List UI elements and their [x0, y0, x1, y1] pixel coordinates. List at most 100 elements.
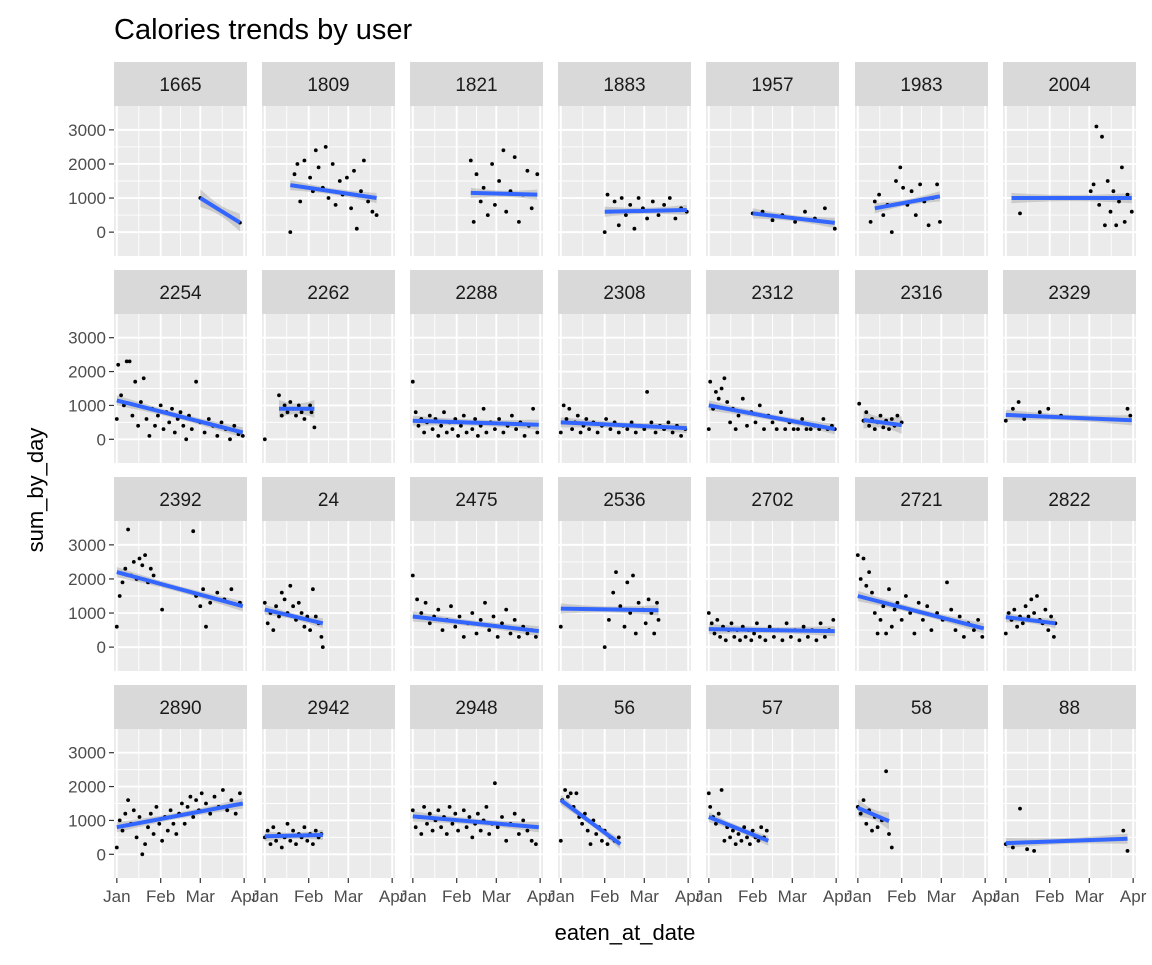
data-point — [566, 794, 570, 799]
data-point — [141, 376, 146, 381]
trend-line — [559, 798, 622, 846]
data-point — [916, 600, 921, 605]
x-tick-label: Mar — [482, 887, 512, 906]
data-point — [567, 406, 572, 411]
data-point — [262, 600, 267, 605]
data-point — [867, 570, 871, 574]
data-point — [1046, 406, 1051, 411]
data-point — [764, 828, 769, 833]
data-point — [619, 196, 624, 200]
data-point — [656, 618, 661, 622]
data-point — [191, 815, 196, 819]
facet-strip — [558, 62, 691, 106]
facet-strip — [114, 477, 247, 521]
data-point — [442, 410, 446, 415]
data-point — [453, 811, 458, 816]
data-point — [181, 423, 186, 428]
data-point — [157, 821, 162, 826]
data-point — [731, 828, 735, 833]
data-point — [625, 580, 630, 585]
data-point — [918, 182, 922, 187]
data-point — [757, 635, 762, 639]
x-tick-label: Apr — [972, 887, 999, 906]
data-point — [632, 226, 637, 231]
facet-grid: 1665 0 1000 2000 3000 1809 1821 1883 1957 1983 200… — [68, 62, 1147, 906]
data-point — [291, 604, 295, 609]
data-point — [120, 828, 125, 833]
data-point — [419, 611, 424, 615]
facet-label: 1665 — [159, 75, 201, 96]
data-point — [878, 413, 883, 418]
data-point — [1052, 635, 1056, 639]
data-point — [326, 196, 331, 200]
data-point — [501, 148, 506, 153]
facet-label: 2942 — [307, 698, 349, 719]
y-tick-label: 2000 — [68, 778, 106, 797]
data-point — [221, 788, 225, 792]
x-tick-label: Mar — [927, 887, 957, 906]
data-point — [199, 791, 204, 796]
data-point — [362, 158, 366, 163]
data-point — [487, 628, 492, 632]
data-point — [712, 631, 717, 636]
data-point — [308, 628, 312, 632]
data-point — [490, 162, 494, 166]
data-point — [624, 213, 628, 218]
facet-label: 2721 — [900, 490, 942, 511]
trend-line — [412, 814, 539, 830]
x-tick-label: Feb — [442, 887, 471, 906]
data-point — [563, 788, 567, 792]
facet-panel: 57 Jan Feb Mar Apr — [695, 685, 850, 906]
data-point — [884, 769, 888, 774]
data-point — [618, 604, 623, 609]
data-point — [708, 805, 713, 809]
data-point — [534, 635, 538, 639]
data-point — [1037, 410, 1042, 415]
data-point — [232, 423, 237, 428]
data-point — [282, 403, 287, 408]
data-point — [151, 832, 156, 836]
data-point — [208, 600, 213, 605]
data-point — [898, 165, 903, 170]
data-point — [895, 600, 900, 605]
data-point — [114, 845, 119, 850]
data-point — [487, 832, 492, 836]
data-point — [583, 811, 587, 816]
data-point — [763, 638, 768, 643]
data-point — [796, 427, 800, 431]
facet-strip — [706, 477, 839, 521]
facet-label: 1957 — [751, 75, 793, 96]
data-point — [184, 437, 189, 442]
data-point — [470, 611, 475, 615]
data-point — [719, 788, 724, 792]
trend-line — [116, 398, 244, 435]
data-point — [410, 379, 415, 384]
data-point — [804, 427, 809, 431]
data-point — [972, 628, 976, 632]
data-point — [753, 420, 758, 425]
data-point — [679, 434, 683, 438]
data-point — [439, 825, 443, 830]
data-point — [419, 832, 424, 836]
data-point — [302, 158, 307, 163]
data-point — [631, 573, 635, 578]
data-point — [153, 423, 157, 428]
data-point — [313, 614, 318, 619]
data-point — [935, 611, 939, 615]
data-point — [144, 417, 149, 421]
data-point — [154, 805, 159, 809]
data-point — [588, 842, 593, 846]
facet-label: 1883 — [603, 75, 645, 96]
x-tick-label: Mar — [1075, 887, 1105, 906]
facet-panel: 1665 0 1000 2000 3000 — [68, 62, 247, 256]
data-point — [215, 590, 220, 595]
data-point — [1018, 211, 1022, 216]
data-point — [872, 199, 877, 204]
data-point — [174, 832, 179, 836]
data-point — [662, 203, 666, 207]
data-point — [126, 527, 130, 532]
data-point — [779, 410, 783, 415]
data-point — [117, 818, 122, 823]
data-point — [198, 604, 203, 609]
data-point — [957, 614, 962, 619]
